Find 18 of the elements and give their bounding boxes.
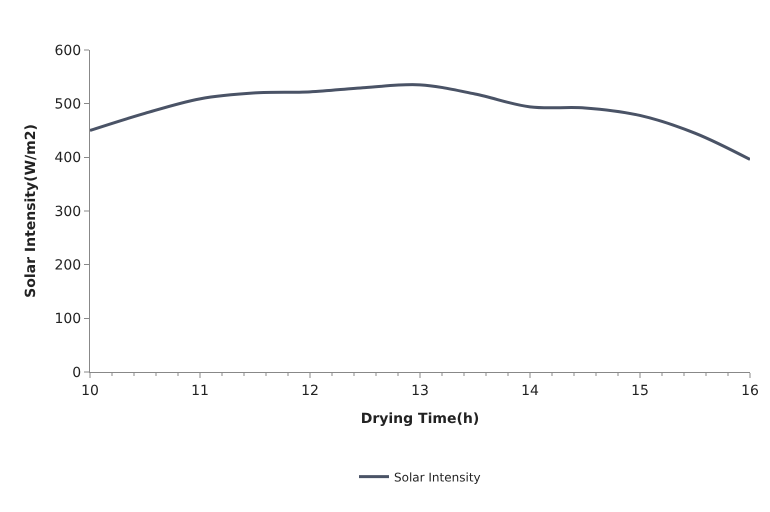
x-tick-label: 16	[741, 382, 759, 399]
x-tick-label: 11	[191, 382, 209, 399]
x-tick-label: 14	[521, 382, 539, 399]
y-tick-label: 100	[54, 311, 82, 328]
y-tick-label: 500	[54, 96, 82, 113]
legend-label: Solar Intensity	[394, 470, 481, 484]
y-tick-label: 0	[72, 364, 82, 381]
x-tick-label: 12	[301, 382, 319, 399]
x-axis-title: Drying Time(h)	[360, 411, 480, 428]
y-tick-label: 600	[54, 42, 82, 59]
x-tick-label: 10	[81, 382, 99, 399]
x-tick-label: 13	[411, 382, 429, 399]
y-axis-title: Solar Intensity(W/m2)	[23, 124, 40, 298]
line-series	[90, 83, 750, 161]
y-tick-label: 300	[54, 204, 82, 220]
y-tick-label: 400	[54, 150, 82, 166]
x-tick-label: 15	[631, 382, 649, 399]
y-tick-label: 200	[54, 258, 82, 274]
